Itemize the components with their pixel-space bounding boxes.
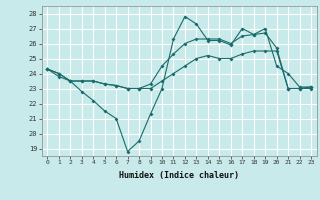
X-axis label: Humidex (Indice chaleur): Humidex (Indice chaleur) [119,171,239,180]
